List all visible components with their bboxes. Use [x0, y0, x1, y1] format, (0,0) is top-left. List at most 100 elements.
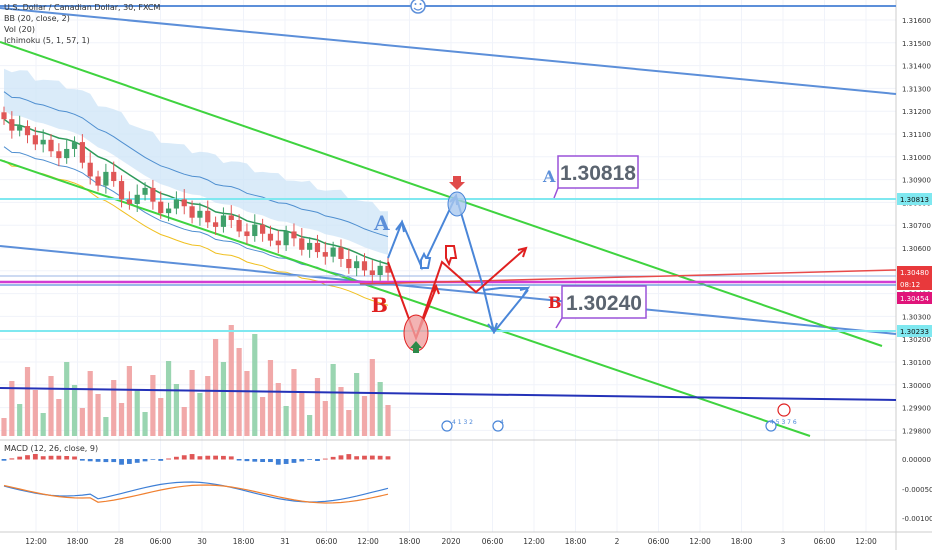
volume-bar: [9, 381, 15, 436]
macd-histogram-bar: [354, 456, 360, 460]
thumbs-up-icon: [420, 251, 432, 269]
volume-bar: [71, 385, 78, 436]
ichimoku-baseline: [3, 159, 389, 306]
candle-body: [291, 231, 297, 239]
volume-bar: [173, 384, 180, 436]
event-marker-3[interactable]: 4 5 3 7 6: [765, 403, 797, 432]
legend-bb[interactable]: BB (20, close, 2): [4, 14, 70, 23]
price-tick-label: 1.30100: [902, 359, 931, 367]
candle-body: [17, 126, 23, 131]
time-tick-label: 12:00: [523, 537, 545, 546]
candle-body: [111, 171, 117, 182]
macd-legend[interactable]: MACD (12, 26, close, 9): [4, 444, 99, 453]
volume-bar: [95, 394, 101, 436]
candle-body: [244, 231, 250, 237]
volume-bar: [118, 403, 125, 436]
candle-body: [126, 199, 132, 204]
macd-histogram-bar: [377, 455, 383, 460]
macd-histogram-bar: [244, 459, 250, 462]
candle-body: [1, 112, 7, 120]
candle-body: [260, 224, 266, 234]
price-tick-label: 1.30200: [902, 336, 931, 344]
macd-histogram-bar: [111, 459, 117, 463]
macd-histogram-bar: [307, 459, 313, 460]
candle-body: [48, 139, 54, 152]
candle-body: [103, 171, 109, 186]
price-tick-label: 1.31100: [902, 131, 931, 139]
price-tick-label: 1.29800: [902, 427, 931, 435]
time-tick-label: 12:00: [689, 537, 711, 546]
time-tick-label: 06:00: [648, 537, 670, 546]
time-tick-label: 18:00: [67, 537, 89, 546]
time-tick-label: 12:00: [25, 537, 47, 546]
candle-body: [95, 176, 101, 186]
volume-bar: [24, 367, 31, 436]
candle-body: [283, 231, 289, 246]
candle-body: [267, 233, 274, 241]
target-circle-a: [447, 191, 467, 217]
macd-histogram-bar: [346, 454, 352, 460]
macd-histogram-bar: [119, 459, 124, 465]
volume-bar: [64, 362, 70, 436]
macd-histogram-bar: [17, 456, 23, 460]
macd-histogram-bar: [221, 455, 226, 460]
volume-bar: [275, 383, 281, 436]
volume-bars: [1, 325, 391, 436]
volume-bar: [1, 418, 7, 436]
volume-bar: [244, 371, 250, 436]
macd-axis[interactable]: 0.00000 -0.00050 -0.00100: [902, 456, 932, 523]
macd-histogram-bar: [315, 459, 320, 461]
candle-body: [24, 126, 31, 136]
time-tick-label: 12:00: [357, 537, 379, 546]
time-tick-label: 18:00: [399, 537, 421, 546]
candle-body: [87, 162, 93, 177]
macd-histogram-bar: [260, 459, 266, 463]
price-tag-background: [897, 193, 932, 205]
macd-tick-label: 0.00000: [902, 456, 931, 464]
macd-histogram-bar: [79, 459, 85, 461]
volume-bar: [307, 415, 313, 436]
event-marker-1[interactable]: 4 1 3 2: [441, 419, 473, 432]
price-tags: 1.30813 1.30480 08:12 1.30454 1.30233: [897, 193, 932, 337]
event-marker-2[interactable]: 4: [492, 419, 504, 432]
volume-bar: [354, 373, 360, 436]
macd-histogram-bar: [283, 459, 289, 464]
legend-vol[interactable]: Vol (20): [4, 25, 35, 34]
svg-text:4: 4: [500, 419, 504, 426]
letter-b-near: B: [371, 293, 388, 317]
volume-bar: [111, 380, 117, 436]
candle-body: [228, 215, 234, 220]
price-tick-label: 1.30700: [902, 222, 931, 230]
volume-bar: [361, 396, 368, 436]
candle-body: [322, 252, 328, 257]
svg-text:4 1 3 2: 4 1 3 2: [452, 419, 473, 426]
volume-bar: [322, 401, 328, 436]
volume-bar: [377, 382, 383, 436]
macd-histogram-bar: [197, 456, 203, 460]
candle-body: [32, 135, 38, 145]
volume-bar: [56, 399, 62, 436]
down-arrow-icon: [449, 176, 465, 190]
time-tick-label: 3: [781, 537, 786, 546]
time-axis[interactable]: 12:00 18:00 28 06:00 30 18:00 31 06:00 12:00 18:0…: [25, 537, 877, 546]
price-tag-background: [897, 278, 932, 290]
volume-bar: [17, 404, 23, 436]
chart-legend: U.S. Dollar / Canadian Dollar, 30, FXCM …: [4, 2, 160, 46]
legend-ichimoku[interactable]: Ichimoku (5, 1, 57, 1): [4, 36, 90, 45]
macd-histogram-bar: [252, 459, 258, 462]
macd-histogram-bar: [362, 455, 367, 460]
candle-body: [299, 238, 305, 250]
time-tick-label: 06:00: [482, 537, 504, 546]
price-tag-label: 1.30233: [900, 328, 929, 336]
legend-title[interactable]: U.S. Dollar / Canadian Dollar, 30, FXCM: [4, 3, 161, 12]
time-tick-label: 06:00: [814, 537, 836, 546]
candle-body: [9, 119, 15, 131]
candle-body: [118, 181, 125, 200]
macd-histogram-bar: [322, 458, 328, 460]
macd-histogram-bar: [126, 459, 132, 464]
macd-line: [3, 481, 389, 503]
candle-body: [150, 187, 156, 202]
volume-bar: [220, 362, 227, 436]
candle-body: [385, 265, 391, 273]
